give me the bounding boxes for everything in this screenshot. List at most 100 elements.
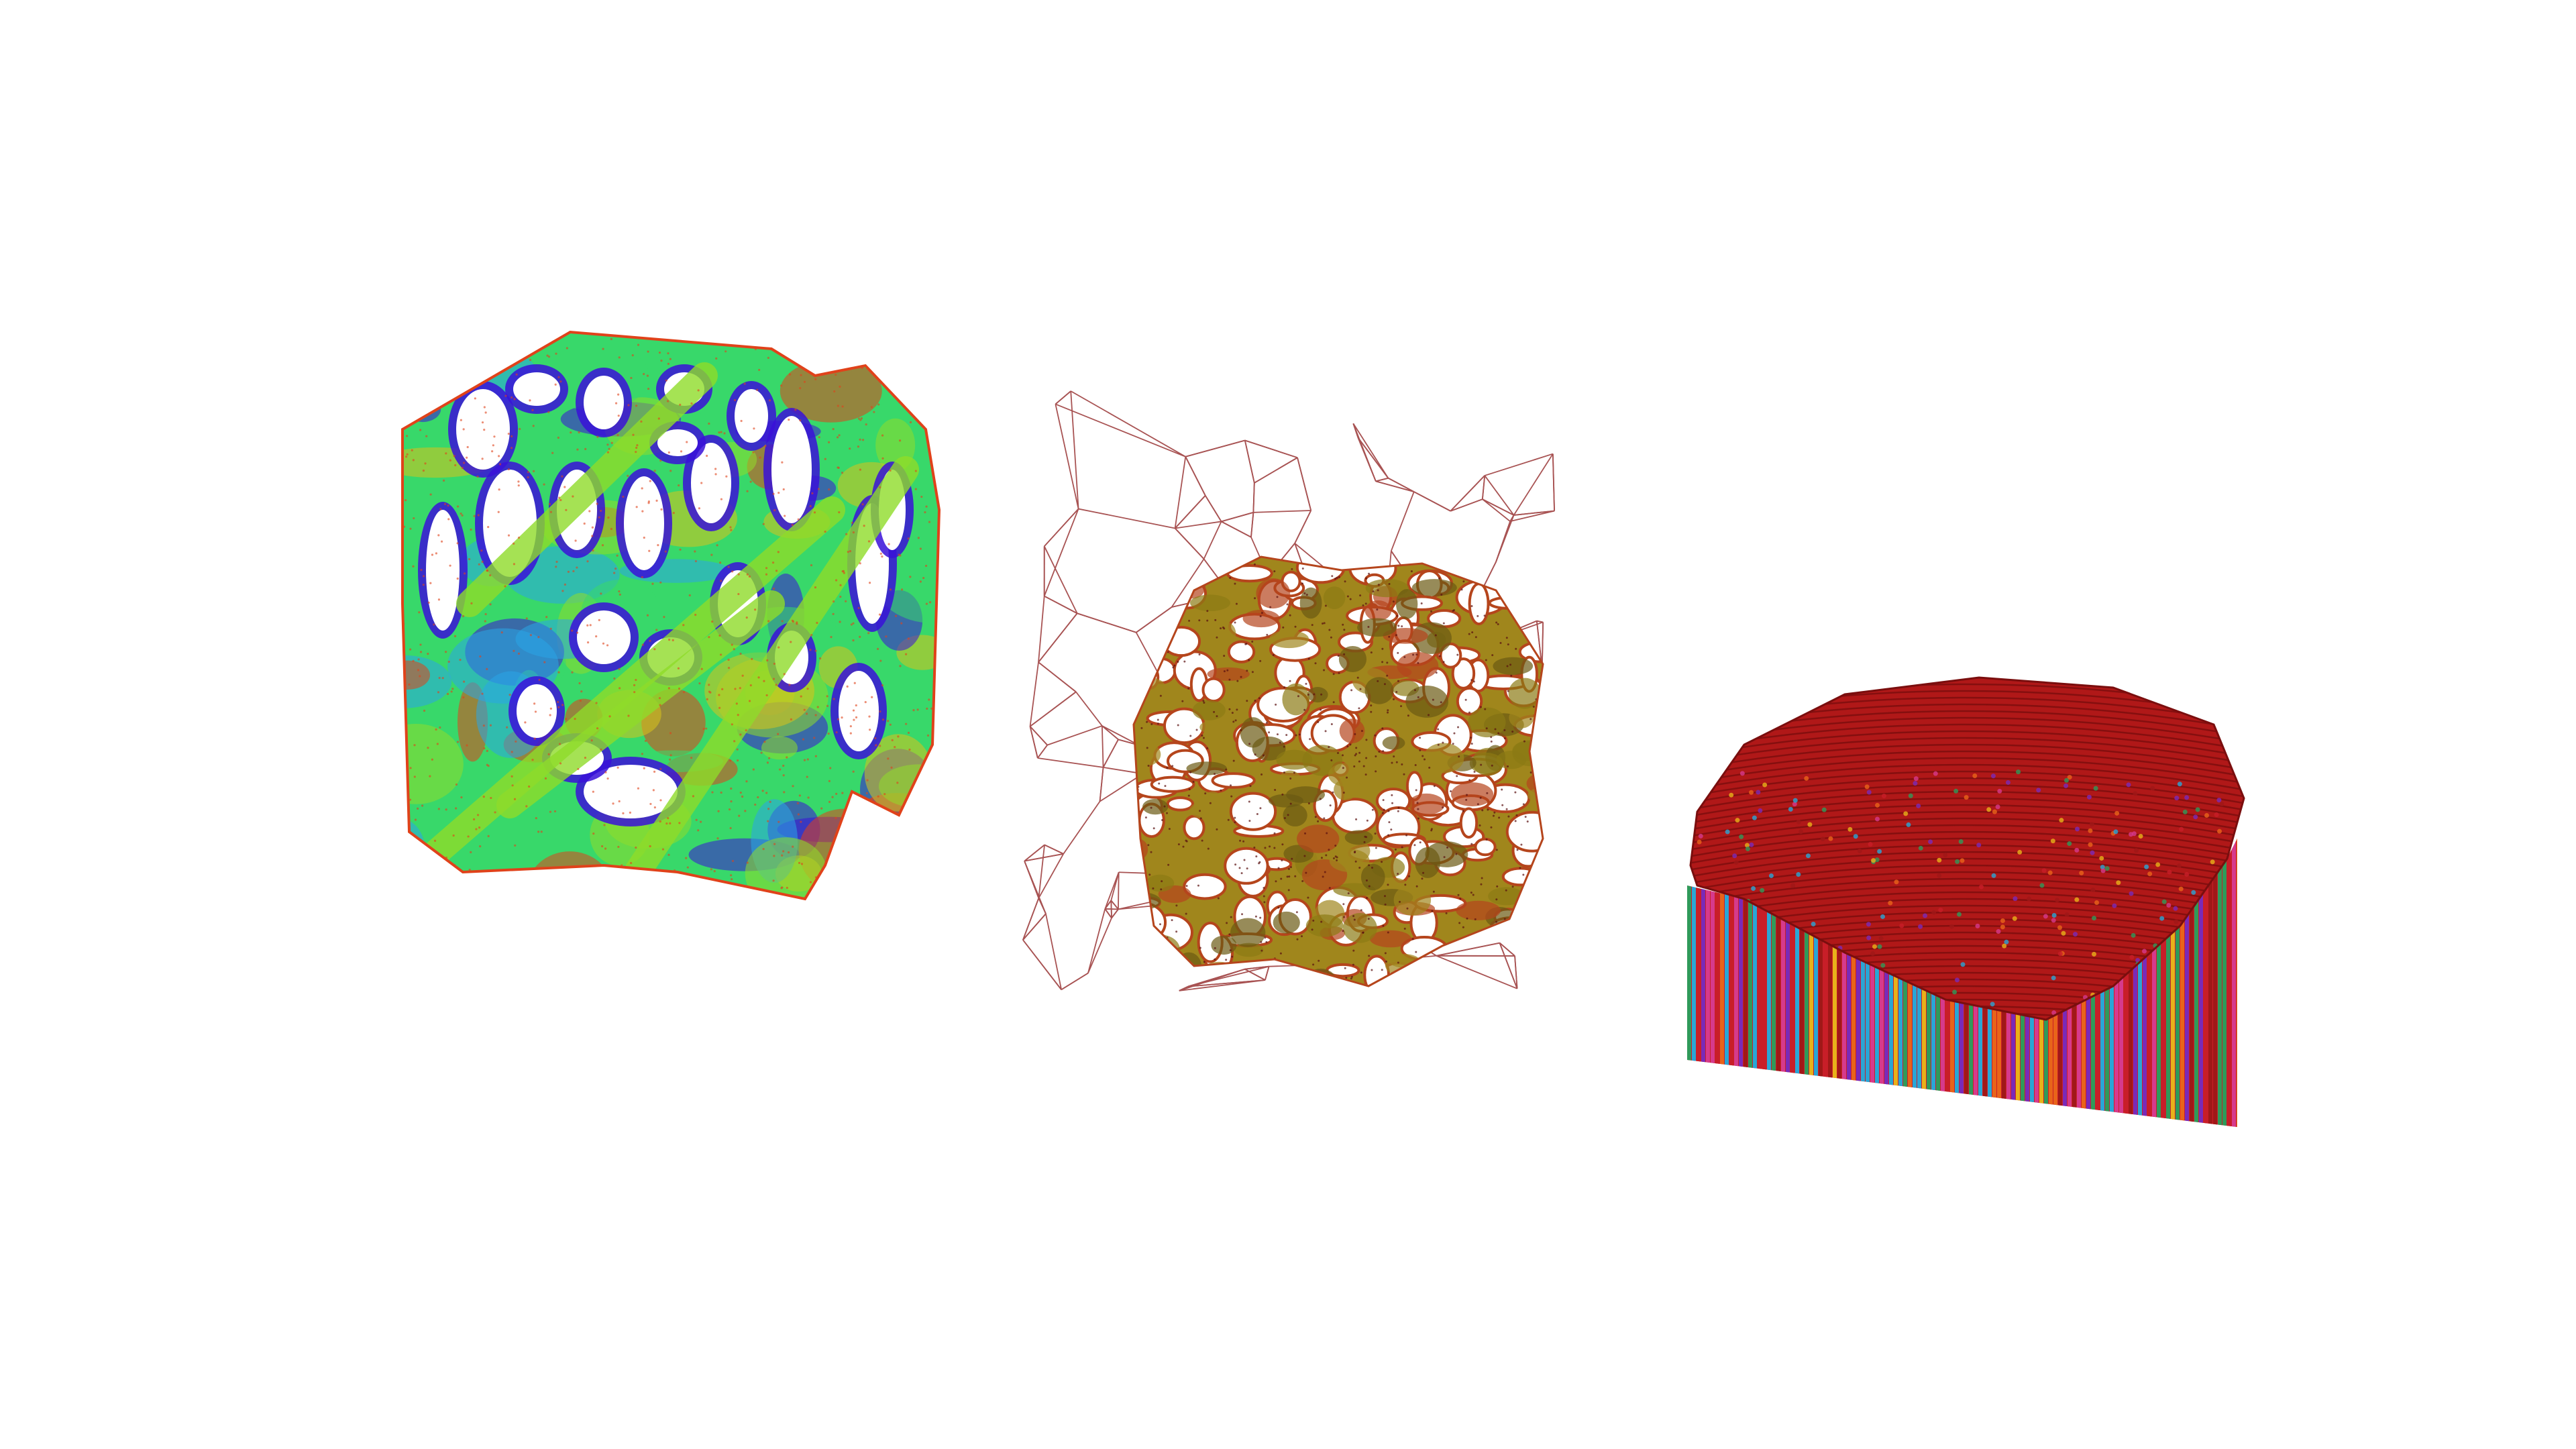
tower-mesh-dot	[408, 683, 411, 686]
block-strand-tip	[2173, 906, 2178, 911]
foam-mesh-dot	[1249, 785, 1252, 788]
tower-mesh-dot	[578, 431, 580, 434]
foam-mesh-dot	[1410, 570, 1413, 573]
foam-mesh-dot	[1354, 754, 1356, 757]
tower-mesh-dot	[730, 787, 733, 790]
foam-mesh-dot	[1381, 983, 1383, 985]
foam-mesh-dot	[1277, 906, 1280, 909]
tower-mesh-dot	[487, 345, 490, 349]
foam-mesh-dot	[1417, 817, 1420, 820]
tower-mesh-dot	[837, 718, 840, 720]
foam-mesh-dot	[1338, 672, 1340, 674]
foam-mesh-dot	[1424, 758, 1426, 761]
tower-mesh-dot	[498, 455, 500, 458]
block-strand-tip	[1821, 807, 1827, 812]
block-strand-tip	[1733, 860, 1739, 865]
foam-mesh-dot	[1201, 735, 1203, 737]
foam-mesh-dot	[1538, 572, 1541, 575]
foam-pore	[1226, 564, 1273, 583]
tower-strut	[456, 362, 718, 617]
tower-mesh-dot	[406, 833, 409, 835]
foam-wire-edge	[1185, 456, 1206, 496]
foam-mesh-dot	[1540, 576, 1543, 579]
tower-mesh-dot	[802, 738, 805, 741]
foam-mesh-dot	[1227, 818, 1230, 821]
foam-wire-edge	[1187, 968, 1245, 987]
tower-mesh-dot	[898, 439, 902, 442]
foam-mesh-dot	[1381, 647, 1384, 650]
tower-mesh-dot	[870, 873, 873, 876]
foam-mesh-dot	[1483, 984, 1485, 986]
block-strand	[2204, 839, 2208, 1127]
tower-mesh-dot	[916, 708, 919, 711]
block-strand	[2161, 839, 2165, 1127]
foam-mesh-dot	[1443, 856, 1446, 859]
block-grid-line	[1690, 837, 2244, 867]
foam-mesh-dot	[1452, 610, 1454, 612]
foam-mesh-dot	[1169, 965, 1171, 968]
foam-mesh-dot	[1386, 558, 1389, 561]
tower-hole	[513, 372, 560, 406]
foam-mesh-dot	[1442, 806, 1444, 809]
tower-mesh-dot	[737, 714, 739, 716]
tower-mesh-dot	[489, 603, 492, 606]
tower-mesh-dot	[659, 799, 662, 802]
foam-mesh-dot	[1385, 960, 1387, 963]
foam-mesh-dot	[1367, 918, 1370, 920]
foam-cell	[1468, 707, 1506, 738]
foam-mesh-dot	[1343, 629, 1346, 631]
foam-mesh-dot	[1332, 857, 1335, 860]
block-strand-tip	[1857, 849, 1862, 854]
foam-mesh-dot	[1311, 624, 1313, 627]
foam-mesh-dot	[1275, 703, 1277, 706]
tower-mesh-dot	[852, 531, 855, 534]
foam-mesh-dot	[1413, 844, 1416, 847]
foam-pore	[1150, 557, 1188, 578]
tower-hole	[584, 376, 624, 429]
tower-mesh-dot	[659, 767, 662, 770]
tower-mesh-dot	[565, 508, 568, 511]
foam-mesh-dot	[1415, 558, 1418, 561]
foam-mesh-dot	[1317, 720, 1320, 723]
tower-mesh-dot	[606, 644, 609, 647]
tower-mesh-dot	[427, 747, 429, 749]
block-strand-tip	[1698, 833, 1703, 839]
tower-mesh-dot	[814, 714, 817, 716]
block-strand-tip	[2074, 897, 2080, 902]
foam-mesh-dot	[1159, 923, 1162, 926]
block-strand-tip	[2000, 924, 2005, 930]
foam-mesh-dot	[1474, 559, 1477, 561]
block-strand	[2199, 839, 2203, 1127]
foam-mesh-dot	[1199, 578, 1201, 580]
block-strand-tip	[2012, 916, 2017, 921]
block-strand-tip	[1768, 873, 1774, 878]
tower-mesh-dot	[860, 339, 863, 341]
tower-mesh-dot	[511, 396, 513, 399]
foam-pore	[1212, 557, 1232, 574]
foam-mesh-dot	[1224, 969, 1226, 972]
tower-mesh-dot	[445, 387, 448, 390]
tower-mesh-dot	[773, 588, 775, 590]
foam-pore	[1183, 873, 1227, 900]
tower-mesh-dot	[625, 877, 628, 879]
block-grid-line	[1690, 810, 2244, 840]
tower-mesh-dot	[728, 808, 731, 811]
foam-mesh-dot	[1246, 700, 1248, 702]
tower-mesh-dot	[839, 621, 841, 623]
foam-mesh-dot	[1468, 779, 1471, 782]
tower-mesh-dot	[616, 434, 619, 437]
tower-mesh-dot	[538, 678, 541, 682]
foam-mesh-dot	[1363, 841, 1366, 843]
foam-cell	[1360, 863, 1385, 891]
foam-mesh-dot	[1177, 984, 1180, 986]
foam-mesh-dot	[1408, 875, 1411, 877]
block-strand-tip	[1796, 872, 1801, 877]
foam-mesh-dot	[1388, 635, 1391, 638]
block-strand	[1772, 839, 1776, 1127]
foam-mesh-dot	[1287, 889, 1290, 892]
foam-wire-edge	[1037, 745, 1048, 759]
foam-wire-edge	[1055, 390, 1071, 405]
foam-mesh-dot	[1171, 919, 1173, 922]
tower-mesh-dot	[686, 441, 688, 443]
tower-mesh-dot	[436, 743, 439, 745]
